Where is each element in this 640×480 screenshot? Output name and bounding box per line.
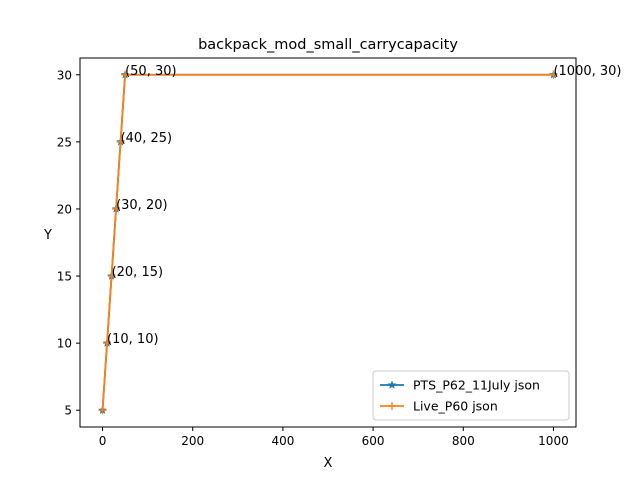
data-point [116,137,125,146]
legend-box [372,370,570,421]
y-tick-label: 10 [57,337,72,351]
y-tick-label: 5 [64,404,72,418]
y-axis-label: Y [43,228,52,243]
x-tick-label: 1000 [538,434,569,448]
plot-area: (10, 10) (20, 15) (30, 20) (40, 25) (50, 30)… [98,64,622,415]
x-tick-label: 600 [362,434,385,448]
y-tick-label: 20 [57,202,72,216]
data-point [112,204,121,213]
y-tick-label: 25 [57,135,72,149]
x-tick-label: 200 [181,434,204,448]
legend-entry: PTS_P62_11July json [380,378,540,393]
x-axis-label: X [324,456,333,471]
data-point [549,70,558,79]
data-label: (20, 15) [112,265,163,280]
x-tick-label: 400 [271,434,294,448]
chart-title: backpack_mod_small_carrycapacity [198,37,458,53]
y-tick-label: 15 [57,270,72,284]
data-point [121,70,130,79]
data-point [98,406,107,415]
data-label: (10, 10) [107,332,158,347]
legend-marker [387,380,397,389]
axes-frame [79,57,577,428]
series-2 [98,70,558,415]
data-point [103,339,112,348]
legend-entry: Live_P60 json [380,399,498,414]
x-tick-label: 800 [452,434,475,448]
data-label: (30, 20) [116,198,168,213]
legend-label: PTS_P62_11July json [413,378,540,393]
annotations: (10, 10) (20, 15) (30, 20) (40, 25) (50, 30)… [107,64,621,347]
y-tick-label: 30 [57,68,72,82]
legend-marker [388,402,396,410]
legend: PTS_P62_11July json Live_P60 json [372,370,570,421]
legend-label: Live_P60 json [413,399,498,414]
x-tick-label: 0 [99,434,107,448]
data-point [107,272,116,281]
data-label: (50, 30) [125,64,177,79]
data-label: (40, 25) [121,131,173,146]
data-label: (1000, 30) [553,64,621,79]
x-axis: 0 200 400 600 800 1000 [99,427,569,448]
y-axis: 5 10 15 20 25 30 [57,68,80,418]
